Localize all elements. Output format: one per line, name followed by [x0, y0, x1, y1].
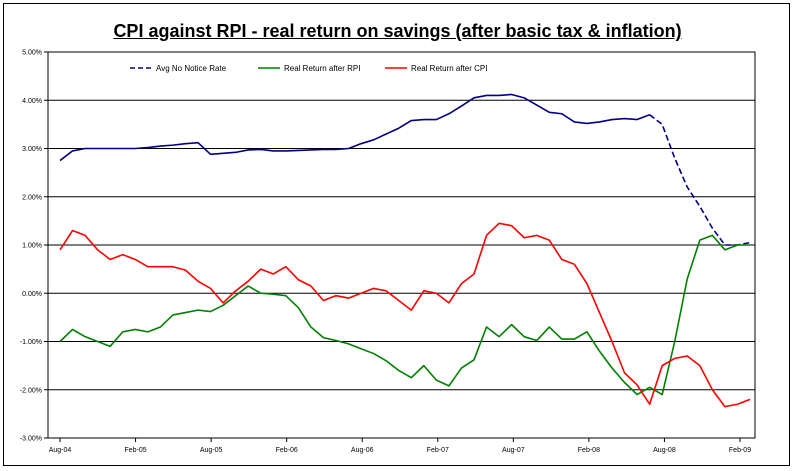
y-tick-label: 3.00%: [22, 146, 42, 153]
legend: Avg No Notice Rate Real Return after RPI R…: [130, 64, 487, 73]
legend-label-avg-no-notice-rate: Avg No Notice Rate: [156, 64, 227, 73]
y-tick-label: 2.00%: [22, 194, 42, 201]
x-tick-label: Feb-06: [276, 447, 298, 454]
x-tick-label: Aug-07: [502, 447, 525, 454]
chart-frame: [3, 3, 790, 466]
series-line-avg-no-notice-rate-dashed: [649, 114, 751, 246]
series-line-real-return-after-rpi: [59, 234, 750, 396]
x-tick-label: Feb-09: [729, 447, 751, 454]
y-tick-label: 0.00%: [22, 291, 42, 298]
y-tick-label: -3.00%: [20, 436, 42, 443]
legend-label-real-return-after-rpi: Real Return after RPI: [284, 64, 360, 73]
y-axis: 5.00% 4.00% 3.00% 2.00% 1.00% 0.00% -1.00% -2.0…: [20, 50, 48, 443]
series-line-real-return-after-cpi: [59, 222, 751, 408]
x-tick-label: Aug-06: [351, 447, 374, 454]
y-tick-label: -1.00%: [20, 339, 42, 346]
series-line-avg-no-notice-rate: [59, 93, 650, 162]
chart-title: CPI against RPI - real return on savings…: [113, 21, 682, 41]
x-tick-label: Aug-05: [200, 447, 223, 454]
grid-layer: [48, 99, 755, 391]
legend-label-real-return-after-cpi: Real Return after CPI: [411, 64, 487, 73]
y-tick-label: 4.00%: [22, 98, 42, 105]
series-layer: [59, 93, 751, 408]
x-tick-label: Aug-04: [49, 447, 72, 454]
x-tick-label: Feb-08: [578, 447, 600, 454]
x-axis: Aug-04 Feb-05 Aug-05 Feb-06 Aug-06 Feb-07 Aug-…: [49, 438, 751, 454]
y-tick-label: 1.00%: [22, 243, 42, 250]
y-tick-label: -2.00%: [20, 387, 42, 394]
x-tick-label: Aug-08: [653, 447, 676, 454]
y-tick-label: 5.00%: [22, 50, 42, 57]
x-tick-label: Feb-05: [124, 447, 146, 454]
x-tick-label: Feb-07: [427, 447, 449, 454]
